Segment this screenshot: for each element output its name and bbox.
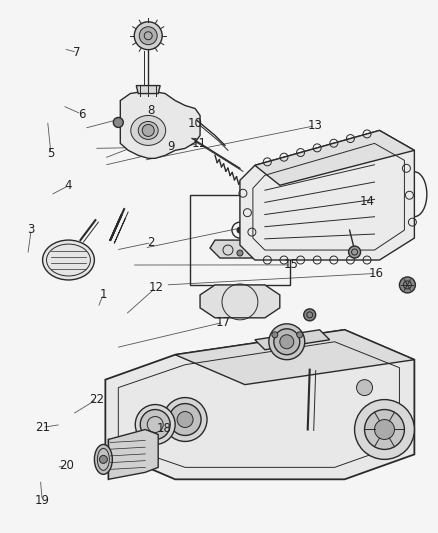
- Polygon shape: [136, 86, 160, 94]
- Circle shape: [99, 455, 107, 463]
- Text: 10: 10: [187, 117, 202, 130]
- Text: 2: 2: [148, 236, 155, 249]
- Circle shape: [364, 409, 404, 449]
- Polygon shape: [255, 330, 330, 350]
- Polygon shape: [106, 330, 414, 479]
- Circle shape: [237, 250, 243, 256]
- Polygon shape: [210, 240, 270, 258]
- Text: 13: 13: [307, 119, 322, 132]
- Ellipse shape: [95, 445, 112, 474]
- Circle shape: [135, 405, 175, 445]
- Polygon shape: [108, 430, 158, 479]
- Circle shape: [113, 117, 124, 127]
- Text: 1: 1: [99, 288, 107, 301]
- Text: 18: 18: [157, 422, 172, 435]
- Circle shape: [237, 227, 243, 233]
- Text: 9: 9: [167, 141, 175, 154]
- Ellipse shape: [138, 122, 158, 140]
- Polygon shape: [255, 131, 414, 185]
- Circle shape: [139, 27, 157, 45]
- Circle shape: [304, 309, 316, 321]
- Circle shape: [177, 411, 193, 427]
- Polygon shape: [200, 285, 280, 318]
- Text: 12: 12: [148, 281, 163, 294]
- Text: 5: 5: [47, 147, 55, 160]
- Circle shape: [349, 246, 360, 258]
- Circle shape: [280, 335, 294, 349]
- Ellipse shape: [131, 116, 166, 146]
- Text: 8: 8: [148, 104, 155, 117]
- Text: 11: 11: [192, 137, 207, 150]
- Text: 15: 15: [283, 259, 298, 271]
- Circle shape: [163, 398, 207, 441]
- Text: 6: 6: [78, 108, 85, 120]
- Ellipse shape: [42, 240, 95, 280]
- Circle shape: [355, 400, 414, 459]
- Text: 4: 4: [65, 179, 72, 192]
- Circle shape: [374, 419, 395, 439]
- Text: 21: 21: [35, 421, 49, 434]
- Circle shape: [169, 403, 201, 435]
- Text: 22: 22: [89, 393, 104, 406]
- Text: 20: 20: [59, 459, 74, 472]
- Polygon shape: [240, 131, 414, 260]
- Text: 7: 7: [73, 46, 81, 59]
- Text: 16: 16: [369, 267, 384, 280]
- Text: 17: 17: [216, 316, 231, 329]
- Circle shape: [140, 409, 170, 439]
- Circle shape: [251, 191, 265, 205]
- Polygon shape: [120, 91, 200, 158]
- Circle shape: [269, 324, 305, 360]
- Circle shape: [134, 22, 162, 50]
- Polygon shape: [175, 330, 414, 385]
- Circle shape: [399, 277, 415, 293]
- Text: 3: 3: [28, 223, 35, 236]
- Text: 14: 14: [360, 195, 375, 208]
- Circle shape: [272, 332, 278, 338]
- Circle shape: [142, 124, 154, 136]
- Circle shape: [274, 329, 300, 355]
- Circle shape: [357, 379, 372, 395]
- Text: 19: 19: [35, 494, 49, 507]
- Circle shape: [297, 332, 303, 338]
